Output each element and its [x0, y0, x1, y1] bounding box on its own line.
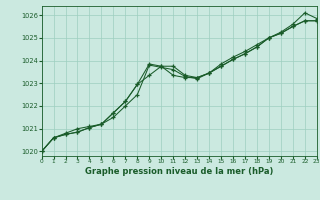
X-axis label: Graphe pression niveau de la mer (hPa): Graphe pression niveau de la mer (hPa) [85, 167, 273, 176]
